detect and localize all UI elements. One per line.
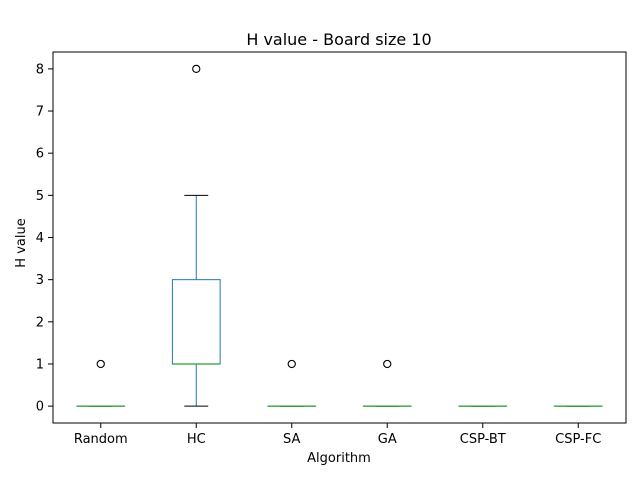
outlier-point bbox=[383, 359, 392, 369]
outlier-point bbox=[287, 359, 296, 369]
y-tick-label: 4 bbox=[36, 231, 44, 246]
y-tick-label: 1 bbox=[36, 357, 44, 372]
y-tick-label: 0 bbox=[36, 400, 44, 415]
x-tick-label: CSP-BT bbox=[460, 432, 506, 447]
axes-frame bbox=[52, 51, 627, 424]
y-tick-label: 8 bbox=[36, 62, 44, 77]
y-tick-label: 7 bbox=[36, 105, 44, 120]
outlier-point bbox=[192, 64, 201, 74]
plot-area: 0 1 2 3 4 5 6 7 8 Random HC SA GA CSP-BT CSP-FC bbox=[36, 62, 603, 447]
y-tick-label: 6 bbox=[36, 147, 44, 162]
x-tick-label: GA bbox=[378, 432, 397, 447]
x-tick-label: SA bbox=[283, 432, 300, 447]
y-axis-label: H value bbox=[14, 218, 29, 267]
x-tick-label: Random bbox=[74, 432, 128, 447]
y-tick-label: 2 bbox=[36, 315, 44, 330]
y-tick-label: 5 bbox=[36, 189, 44, 204]
outlier-point bbox=[96, 359, 105, 369]
chart-title: H value - Board size 10 bbox=[246, 30, 431, 49]
y-tick-label: 3 bbox=[36, 273, 44, 288]
x-tick-label: HC bbox=[187, 432, 206, 447]
x-axis-label: Algorithm bbox=[307, 451, 371, 466]
x-tick-label: CSP-FC bbox=[555, 432, 601, 447]
